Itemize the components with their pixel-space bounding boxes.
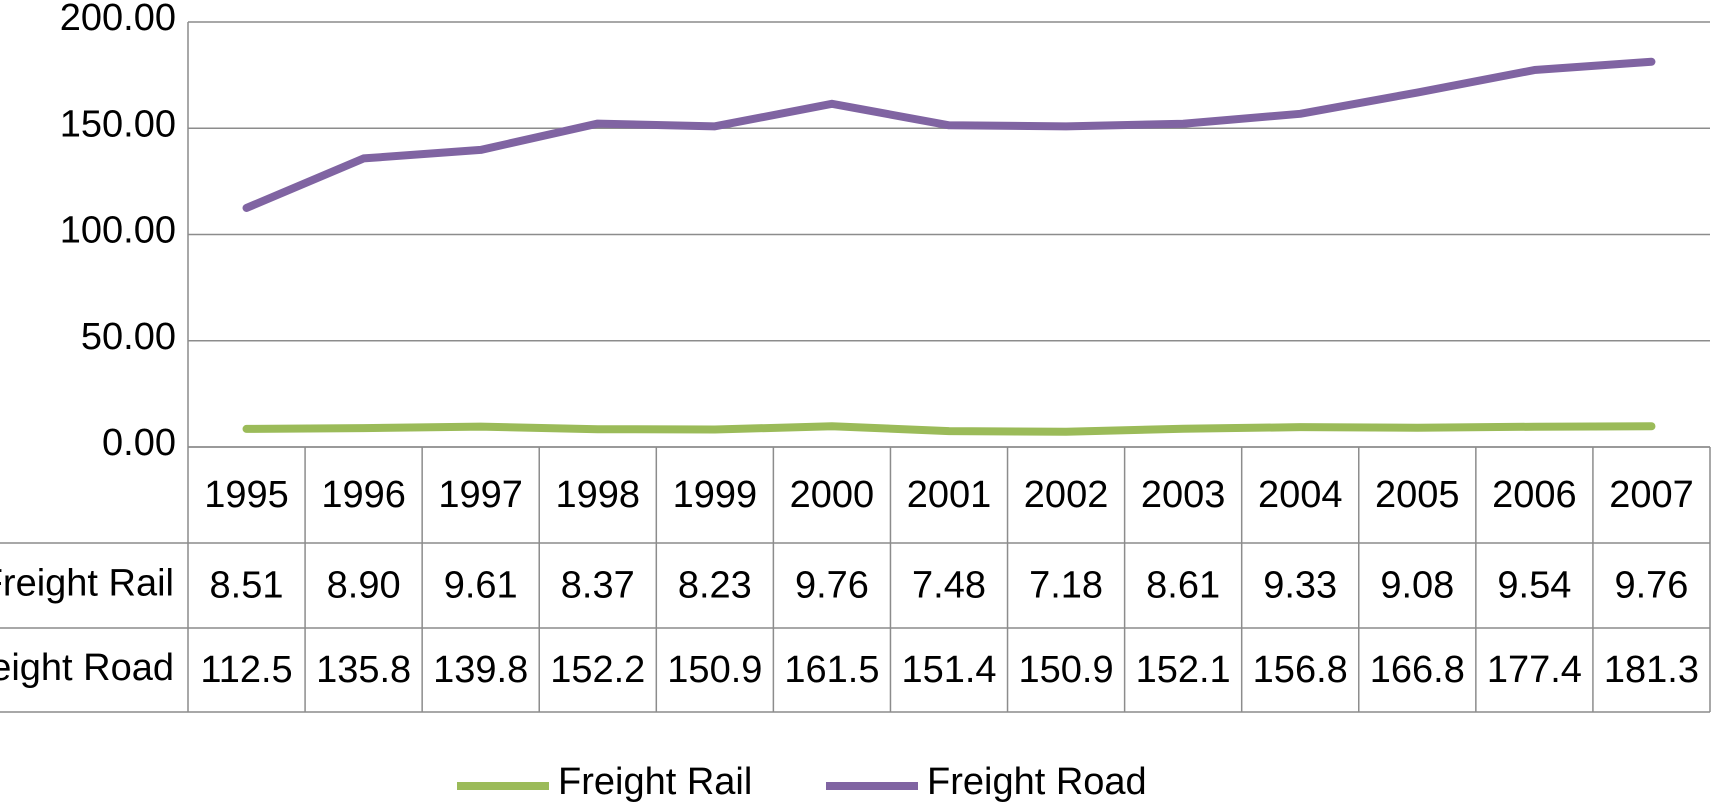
series-line: [242, 422, 1656, 436]
table-value: 135.8: [316, 649, 411, 691]
table-value: 9.76: [1614, 565, 1688, 607]
table-value: 9.76: [795, 565, 869, 607]
table-value: 156.8: [1253, 649, 1348, 691]
table-value: 150.9: [1019, 649, 1114, 691]
table-value: 139.8: [433, 649, 528, 691]
x-tick-label: 1997: [438, 474, 523, 516]
legend-label: Freight Rail: [558, 761, 752, 803]
row-label: Freight Rail: [0, 563, 174, 605]
y-tick-label: 200.00: [60, 0, 176, 39]
x-tick-label: 2003: [1141, 474, 1226, 516]
x-tick-label: 2007: [1609, 474, 1694, 516]
table-value: 9.08: [1380, 565, 1454, 607]
table-value: 8.90: [327, 565, 401, 607]
table-value: 152.1: [1136, 649, 1231, 691]
table-value: 151.4: [901, 649, 996, 691]
x-tick-label: 2006: [1492, 474, 1577, 516]
y-tick-label: 50.00: [81, 316, 176, 358]
table-value: 9.61: [444, 565, 518, 607]
table-value: 177.4: [1487, 649, 1582, 691]
x-tick-label: 2002: [1024, 474, 1109, 516]
table-value: 8.37: [561, 565, 635, 607]
table-value: 8.23: [678, 565, 752, 607]
table-value: 8.61: [1146, 565, 1220, 607]
table-value: 150.9: [667, 649, 762, 691]
table-value: 181.3: [1604, 649, 1699, 691]
x-tick-label: 2005: [1375, 474, 1460, 516]
table-value: 9.33: [1263, 565, 1337, 607]
table-value: 7.18: [1029, 565, 1103, 607]
table-value: 8.51: [210, 565, 284, 607]
table-value: 112.5: [200, 649, 292, 691]
y-tick-label: 100.00: [60, 210, 176, 252]
x-tick-label: 1999: [673, 474, 758, 516]
x-tick-label: 1998: [555, 474, 640, 516]
x-tick-label: 1996: [321, 474, 406, 516]
y-tick-label: 150.00: [60, 103, 176, 145]
legend-label: Freight Road: [927, 761, 1147, 803]
row-label: Freight Road: [0, 647, 174, 689]
x-tick-label: 1995: [204, 474, 289, 516]
series-line: [242, 57, 1656, 212]
x-tick-label: 2004: [1258, 474, 1343, 516]
table-value: 152.2: [550, 649, 645, 691]
table-value: 166.8: [1370, 649, 1465, 691]
y-tick-label: 0.00: [102, 422, 176, 464]
x-tick-label: 2001: [907, 474, 992, 516]
table-value: 9.54: [1497, 565, 1571, 607]
table-value: 161.5: [784, 649, 879, 691]
table-value: 7.48: [912, 565, 986, 607]
x-tick-label: 2000: [790, 474, 875, 516]
